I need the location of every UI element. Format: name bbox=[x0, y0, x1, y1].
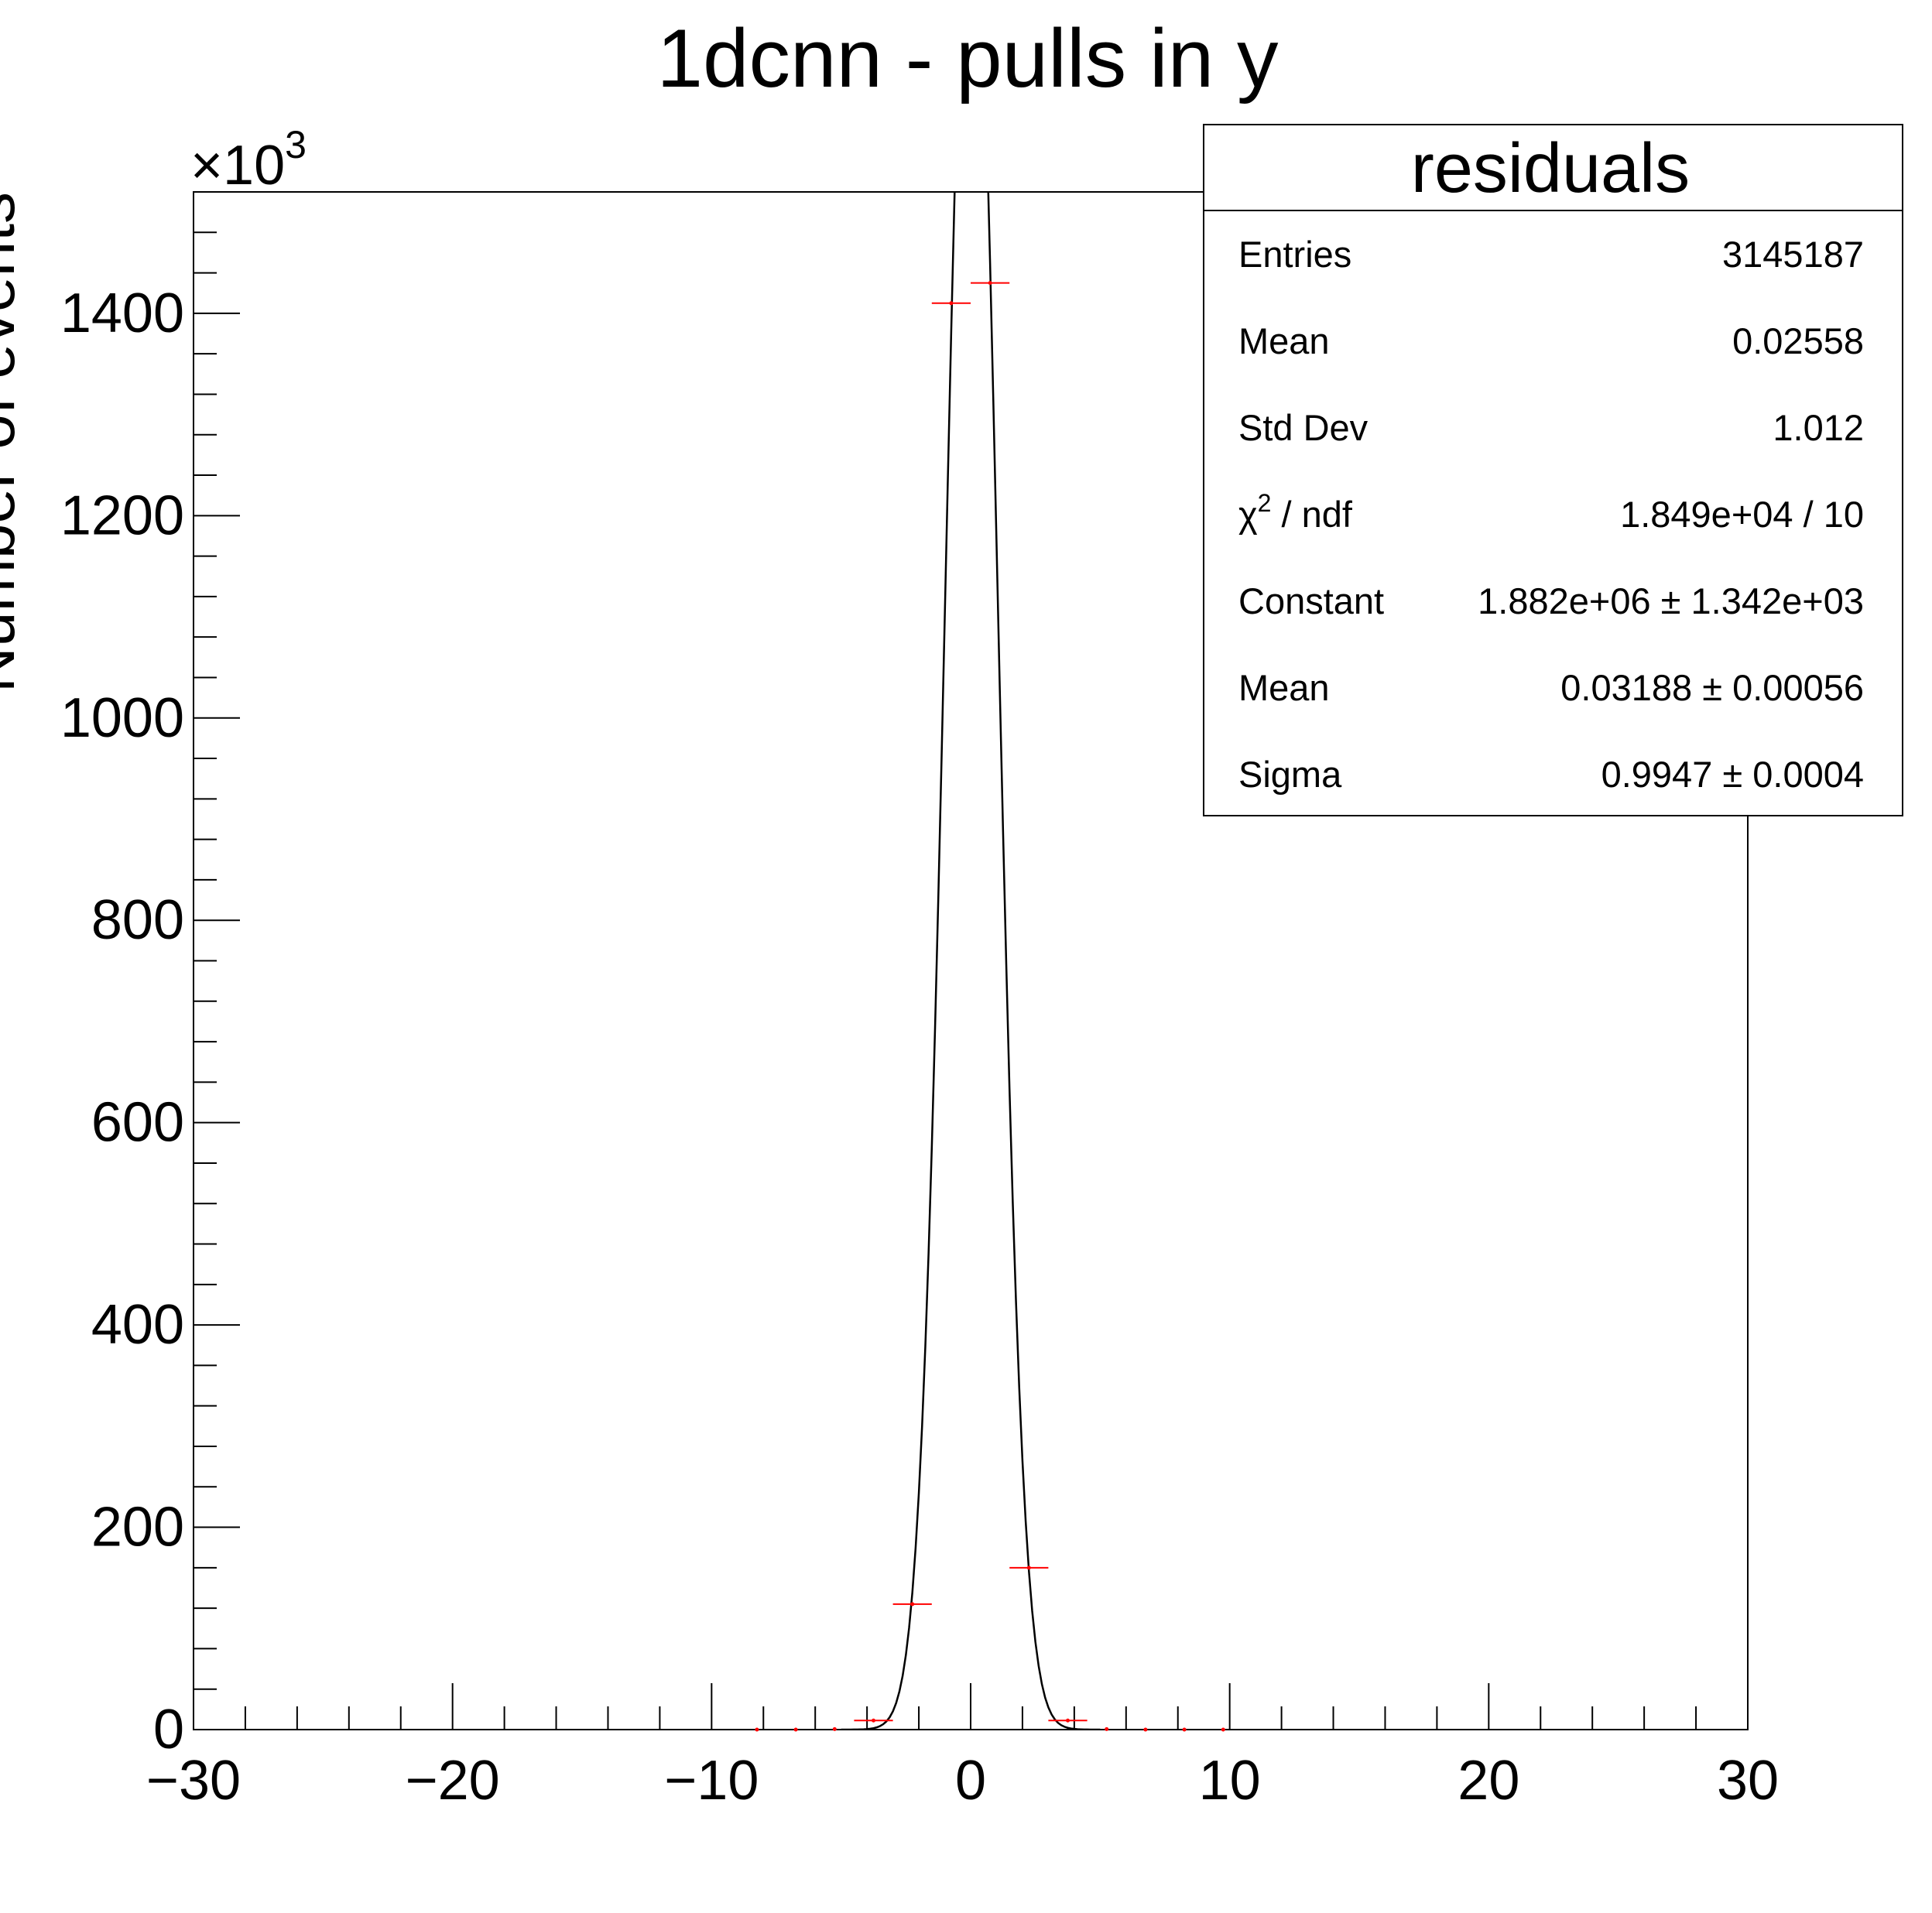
histogram-point-marker bbox=[832, 1726, 837, 1731]
stats-label-part: / ndf bbox=[1271, 494, 1352, 535]
stats-row-label: χ2 / ndf bbox=[1238, 489, 1353, 535]
x-tick-label: 0 bbox=[955, 1750, 986, 1812]
histogram-point-marker bbox=[949, 301, 954, 306]
y-tick-label: 1000 bbox=[60, 687, 184, 749]
x-axis-ticks: −30 −20 −10 0 10 20 30 bbox=[146, 1683, 1779, 1812]
stats-box-title: residuals bbox=[1411, 130, 1690, 207]
histogram-point bbox=[892, 1602, 932, 1607]
histogram-point bbox=[832, 1726, 837, 1731]
stats-row-value: 0.9947 ± 0.0004 bbox=[1601, 754, 1864, 795]
y-axis-ticks: 0 200 400 600 800 1000 1200 1400 bbox=[60, 191, 240, 1761]
y-axis-title: Number of events bbox=[0, 192, 28, 693]
histogram-point-marker bbox=[1066, 1718, 1070, 1723]
stats-row-value: 3145187 bbox=[1722, 234, 1864, 275]
histogram-point bbox=[1048, 1718, 1088, 1723]
y-tick-label: 1400 bbox=[60, 282, 184, 344]
x-tick-label: 30 bbox=[1717, 1750, 1779, 1812]
histogram-point bbox=[1182, 1727, 1187, 1732]
x-tick-label: −20 bbox=[406, 1750, 500, 1812]
stats-label-superscript: 2 bbox=[1258, 489, 1272, 517]
histogram-point-marker bbox=[755, 1727, 759, 1732]
stats-row-value: 1.012 bbox=[1773, 407, 1864, 448]
points-layer bbox=[755, 281, 1225, 1732]
histogram-point-marker bbox=[872, 1718, 875, 1723]
y-tick-label: 200 bbox=[91, 1497, 184, 1559]
stats-row-value: 1.849e+04 / 10 bbox=[1620, 494, 1864, 535]
stats-row-label: Entries bbox=[1238, 234, 1351, 275]
x-tick-label: −10 bbox=[664, 1750, 759, 1812]
histogram-point-marker bbox=[910, 1602, 915, 1607]
y-tick-label: 0 bbox=[153, 1699, 184, 1761]
y-multiplier: ×103 bbox=[190, 123, 307, 197]
stats-rows: Entries 3145187 Mean 0.02558 Std Dev 1.012 χ2 … bbox=[1238, 234, 1864, 795]
histogram-point bbox=[1009, 1566, 1049, 1570]
histogram-point bbox=[1143, 1727, 1148, 1732]
stats-box: residuals Entries 3145187 Mean 0.02558 Std D… bbox=[1203, 124, 1903, 816]
chart-title: 1dcnn - pulls in y bbox=[657, 12, 1279, 104]
histogram-point bbox=[1221, 1727, 1225, 1732]
fit-layer bbox=[841, 192, 1101, 1730]
histogram-point bbox=[971, 281, 1010, 286]
y-multiplier-exponent: 3 bbox=[285, 123, 307, 166]
histogram-point bbox=[931, 301, 971, 306]
stats-row-label: Sigma bbox=[1238, 754, 1342, 795]
x-tick-label: 10 bbox=[1199, 1750, 1261, 1812]
stats-label-part: χ bbox=[1238, 494, 1258, 535]
y-tick-label: 1200 bbox=[60, 484, 184, 546]
histogram-point-marker bbox=[1105, 1726, 1109, 1731]
histogram-point-marker bbox=[1026, 1566, 1031, 1570]
histogram-point bbox=[755, 1727, 759, 1732]
stats-row-label: Std Dev bbox=[1238, 407, 1368, 448]
histogram-point-marker bbox=[988, 281, 992, 286]
stats-box-frame bbox=[1203, 124, 1903, 816]
histogram-point-marker bbox=[1182, 1727, 1187, 1732]
y-tick-label: 800 bbox=[91, 889, 184, 951]
histogram-point bbox=[1105, 1726, 1109, 1731]
histogram-point-marker bbox=[1221, 1727, 1225, 1732]
gaussian-fit-line bbox=[841, 192, 1101, 1730]
stats-row-value: 1.882e+06 ± 1.342e+03 bbox=[1478, 580, 1864, 621]
histogram-point-marker bbox=[793, 1727, 798, 1732]
histogram-point bbox=[854, 1718, 893, 1723]
x-tick-label: 20 bbox=[1458, 1750, 1519, 1812]
stats-row-label: Constant bbox=[1238, 580, 1384, 621]
stats-row-label: Mean bbox=[1238, 320, 1330, 361]
y-multiplier-base: ×10 bbox=[190, 135, 285, 197]
histogram-point bbox=[793, 1727, 798, 1732]
stats-row-label: Mean bbox=[1238, 667, 1330, 708]
y-tick-label: 600 bbox=[91, 1092, 184, 1154]
histogram-point-marker bbox=[1143, 1727, 1148, 1732]
x-tick-label: −30 bbox=[146, 1750, 241, 1812]
stats-row-value: 0.02558 bbox=[1732, 320, 1864, 361]
y-tick-label: 400 bbox=[91, 1294, 184, 1356]
stats-row-value: 0.03188 ± 0.00056 bbox=[1560, 667, 1864, 708]
